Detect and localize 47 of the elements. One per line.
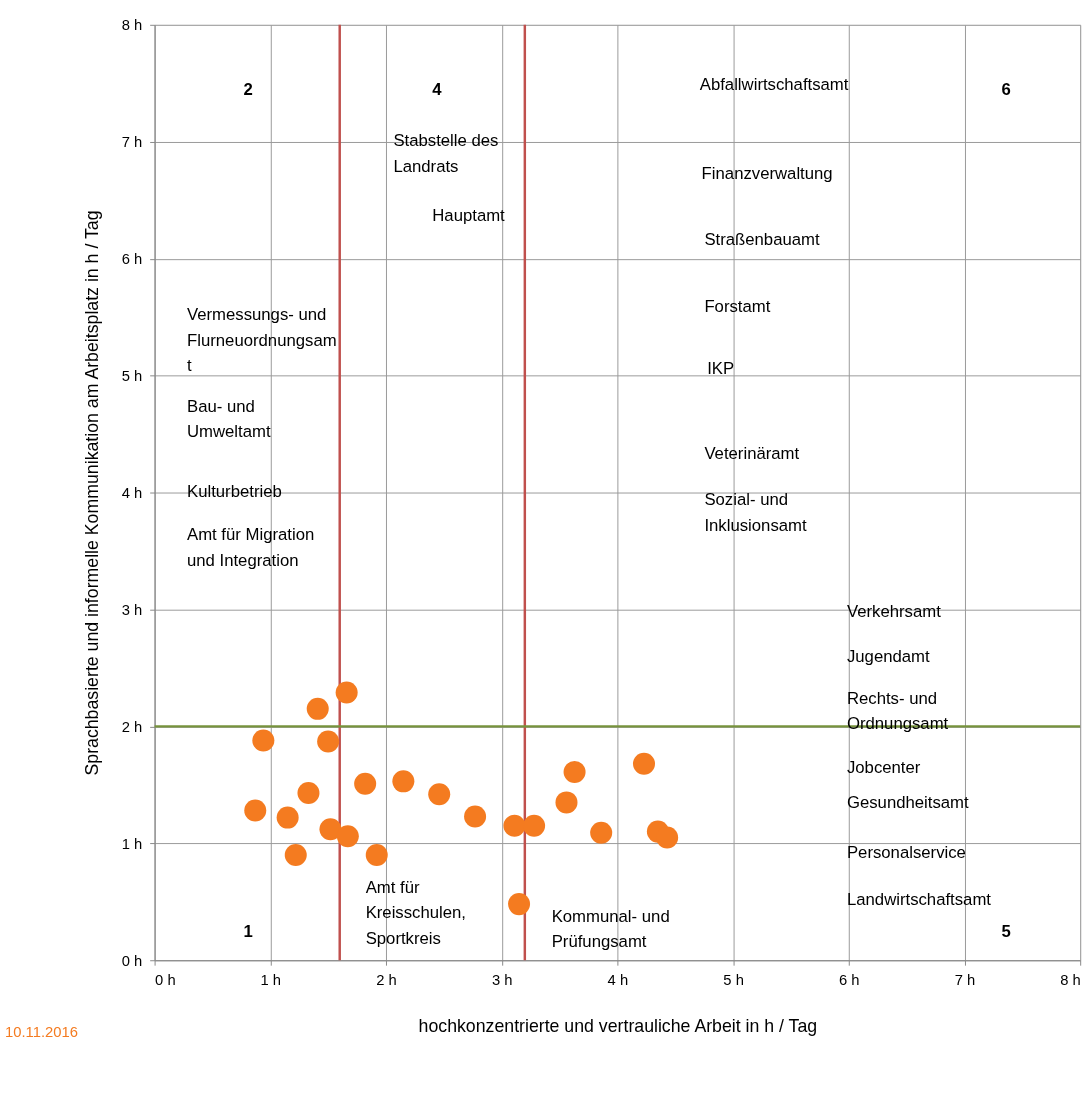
annotation: Bau- und Umweltamt: [186, 396, 271, 442]
y-tick-label: 4 h: [121, 484, 143, 501]
annotation: Kommunal- und Prüfungsamt: [551, 906, 670, 952]
annotation: Vermessungs- und Flurneuordnungsam t: [186, 305, 337, 376]
y-tick-label: 5 h: [121, 368, 143, 385]
annotation: Jugendamt: [846, 647, 931, 667]
x-tick-label: 1 h: [260, 972, 282, 989]
annotation: IKP: [707, 359, 735, 379]
annotation: 4: [432, 80, 443, 100]
y-tick-label: 3 h: [121, 601, 143, 618]
x-axis-title: hochkonzentrierte und vertrauliche Arbeit in h / Tag: [418, 1015, 818, 1036]
annotation: Amt für Migration und Integration: [186, 524, 315, 570]
x-tick-label: 5 h: [723, 972, 744, 989]
y-tick-label: 1 h: [121, 835, 143, 852]
annotation: 1: [243, 922, 253, 942]
annotation: Gesundheitsamt: [846, 793, 970, 813]
x-tick-label: 6 h: [839, 972, 860, 989]
annotation: Kulturbetrieb: [186, 481, 282, 501]
y-tick-label: 0 h: [121, 952, 143, 969]
annotation: Straßenbauamt: [704, 230, 820, 250]
x-tick-label: 4 h: [607, 972, 629, 989]
y-axis-title: Sprachbasierte und informelle Kommunikation am Arbeitsplatz in h / Tag: [82, 210, 103, 776]
x-tick-label: 2 h: [376, 972, 397, 989]
y-tick-label: 8 h: [121, 17, 143, 34]
y-tick-label: 2 h: [121, 718, 143, 735]
annotation: Abfallwirtschaftsamt: [699, 75, 849, 94]
annotation: Landwirtschaftsamt: [846, 889, 992, 909]
annotation: 2: [243, 80, 253, 100]
x-tick-label: 7 h: [954, 972, 976, 989]
annotation: Jobcenter: [846, 757, 921, 777]
y-tick-label: 7 h: [121, 134, 143, 151]
annotation: Personalservice: [846, 842, 966, 862]
y-tick-label: 6 h: [121, 251, 143, 268]
x-tick-label: 8 h: [1060, 972, 1081, 989]
annotation: Sozial- und Inklusionsamt: [704, 490, 807, 535]
annotation: Verkehrsamt: [846, 601, 942, 621]
annotation: Finanzverwaltung: [701, 163, 833, 183]
x-tick-label: 3 h: [491, 972, 513, 989]
text: 10.11.2016: [5, 1024, 78, 1041]
annotation: Hauptamt: [432, 205, 506, 225]
annotation: 6: [1001, 80, 1011, 100]
annotation: 5: [1001, 922, 1011, 942]
annotation: Veterinäramt: [704, 444, 800, 464]
x-tick-label: 0 h: [155, 972, 176, 989]
annotation: Stabstelle des Landrats: [393, 131, 499, 176]
annotation: Amt für Kreisschulen, Sportkreis: [365, 877, 466, 948]
annotation: Forstamt: [704, 296, 771, 316]
